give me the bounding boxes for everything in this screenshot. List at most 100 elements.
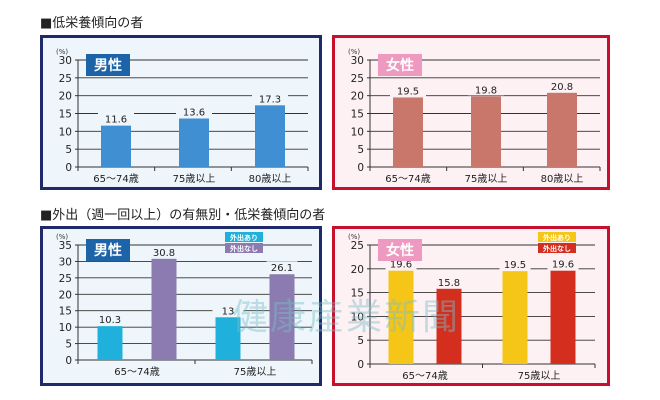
chart-svg: 0 5 10 15 20 25 30(%) 65〜74歳 75歳以上 80歳以上 11.6 13.6 1… <box>56 48 309 185</box>
data-label-bg <box>433 275 465 288</box>
gender-badge: 男性 <box>94 242 122 259</box>
bar <box>255 105 285 167</box>
y-tick-label: 35 <box>59 240 72 252</box>
data-label-bg <box>499 258 531 271</box>
data-label: 19.5 <box>397 86 419 97</box>
bar <box>101 125 131 167</box>
y-tick-label: 0 <box>357 359 364 371</box>
data-label: 26.1 <box>271 263 293 274</box>
x-tick-label: 65〜74歳 <box>385 173 430 185</box>
data-label: 19.5 <box>504 260 526 271</box>
y-tick-label: 0 <box>357 162 364 174</box>
gender-badge: 男性 <box>94 57 122 74</box>
y-tick-label: 25 <box>59 273 72 285</box>
badge-box <box>378 54 422 76</box>
y-tick-label: 10 <box>59 322 72 334</box>
chart-group: 0 5 10 15 20 25 30 35(%) 65〜74歳 75歳以上 10.3 13 30.8 26… <box>56 232 313 378</box>
watermark: 健康産業新聞 <box>232 297 461 338</box>
y-tick-label: 5 <box>357 335 364 347</box>
y-unit-label: (%) <box>56 48 68 56</box>
x-tick-label: 75歳以上 <box>465 173 508 185</box>
bar <box>502 271 528 364</box>
chart-group: 0 5 10 15 20 25 30(%) 65〜74歳 75歳以上 80歳以上 19.5 19.8 2… <box>348 48 601 185</box>
y-tick-label: 20 <box>351 264 364 276</box>
data-label: 13 <box>222 306 235 317</box>
y-unit-label: (%) <box>348 233 360 241</box>
y-tick-label: 15 <box>351 288 364 300</box>
chart-svg: 0 5 10 15 20 25 30 35(%) 65〜74歳 75歳以上 10.3 13 30.8 26… <box>56 232 313 378</box>
legend-swatch <box>225 243 263 253</box>
bar <box>215 317 241 360</box>
bar <box>151 258 177 360</box>
chart-male-low-nutrition: 0 5 10 15 20 25 30 (%) 65〜74歳 75歳以上 80歳以上 11.6 13.6 1… <box>40 35 322 190</box>
y-tick-label: 20 <box>59 91 72 103</box>
chart-svg: 0 5 10 15 20 25(%) 65〜74歳 75歳以上 19.6 19.5 15.8 19.6… <box>348 232 596 382</box>
data-label-bg <box>94 313 126 326</box>
bar <box>269 274 295 360</box>
data-label-bg <box>212 304 244 317</box>
data-label: 17.3 <box>259 94 281 105</box>
y-tick-label: 25 <box>351 73 364 85</box>
y-tick-label: 15 <box>351 109 364 121</box>
x-tick-label: 75歳以上 <box>234 366 277 378</box>
y-tick-label: 15 <box>59 109 72 121</box>
y-tick-label: 15 <box>59 306 72 318</box>
data-label: 15.8 <box>438 278 460 289</box>
chart-group: 0 5 10 15 20 25(%) 65〜74歳 75歳以上 19.6 19.5 15.8 19.6… <box>348 232 596 382</box>
bar <box>547 92 577 167</box>
y-tick-label: 5 <box>65 339 72 351</box>
bar <box>388 270 414 364</box>
badge-box <box>378 239 422 261</box>
data-label: 19.6 <box>390 260 412 271</box>
chart-group: 0 5 10 15 20 25 30(%) 65〜74歳 75歳以上 80歳以上 11.6 13.6 1… <box>56 48 309 185</box>
x-tick-label: 65〜74歳 <box>114 366 159 378</box>
data-label: 11.6 <box>105 115 127 126</box>
x-tick-label: 80歳以上 <box>249 173 292 185</box>
bar <box>471 96 501 167</box>
y-tick-label: 0 <box>65 355 72 367</box>
legend-label: 外出あり <box>543 233 571 242</box>
data-label: 13.6 <box>183 107 205 118</box>
data-label: 20.8 <box>551 82 573 93</box>
bar <box>179 118 209 167</box>
bar <box>436 288 462 364</box>
data-label-bg <box>468 83 504 96</box>
y-tick-label: 5 <box>65 144 72 156</box>
x-tick-label: 75歳以上 <box>173 173 216 185</box>
chart-svg: 0 5 10 15 20 25 30(%) 65〜74歳 75歳以上 80歳以上 19.5 19.8 2… <box>348 48 601 185</box>
y-unit-label: (%) <box>348 48 360 56</box>
y-tick-label: 10 <box>351 126 364 138</box>
y-tick-label: 25 <box>351 240 364 252</box>
data-label: 19.6 <box>552 260 574 271</box>
section-title-outing: ■外出（週一回以上）の有無別・低栄養傾向の者 <box>40 208 326 223</box>
section-title-low-nutrition: ■低栄養傾向の者 <box>40 16 144 31</box>
x-tick-label: 65〜74歳 <box>93 173 138 185</box>
legend-swatch <box>225 232 263 242</box>
data-label: 19.8 <box>475 85 497 96</box>
y-unit-label: (%) <box>56 233 68 241</box>
data-label-bg <box>148 245 180 258</box>
data-label-bg <box>252 92 288 105</box>
chart-male-outing: 0 5 10 15 20 25 30 35 (%) 65〜74歳 75歳以上 10.3 13 30.8 26… <box>40 226 322 386</box>
data-label: 10.3 <box>99 315 121 326</box>
data-label-bg <box>266 261 298 274</box>
legend-swatch <box>538 243 576 253</box>
gender-badge: 女性 <box>386 242 414 259</box>
y-tick-label: 20 <box>351 91 364 103</box>
legend-label: 外出あり <box>230 233 258 242</box>
y-tick-label: 5 <box>357 144 364 156</box>
legend-swatch <box>538 232 576 242</box>
y-tick-label: 30 <box>59 55 72 67</box>
data-label-bg <box>98 112 134 125</box>
data-label-bg <box>176 105 212 118</box>
chart-female-low-nutrition: 0 5 10 15 20 25 30 (%) 65〜74歳 75歳以上 80歳以上 19.5 19.8 2… <box>332 35 610 190</box>
badge-box <box>86 54 130 76</box>
data-label-bg <box>547 257 579 270</box>
y-tick-label: 25 <box>59 73 72 85</box>
y-tick-label: 30 <box>351 55 364 67</box>
bar <box>393 97 423 167</box>
data-label: 30.8 <box>153 248 175 259</box>
data-label-bg <box>390 84 426 97</box>
legend-label: 外出なし <box>230 244 258 253</box>
y-tick-label: 30 <box>59 256 72 268</box>
